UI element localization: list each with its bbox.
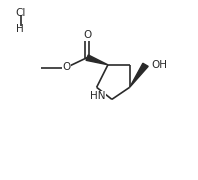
Polygon shape [86, 55, 108, 65]
Text: Cl: Cl [16, 8, 26, 18]
Text: O: O [62, 62, 70, 72]
Text: O: O [83, 30, 91, 40]
Text: HN: HN [90, 91, 105, 101]
Polygon shape [130, 63, 148, 87]
Text: OH: OH [151, 60, 167, 70]
Text: H: H [16, 24, 24, 34]
